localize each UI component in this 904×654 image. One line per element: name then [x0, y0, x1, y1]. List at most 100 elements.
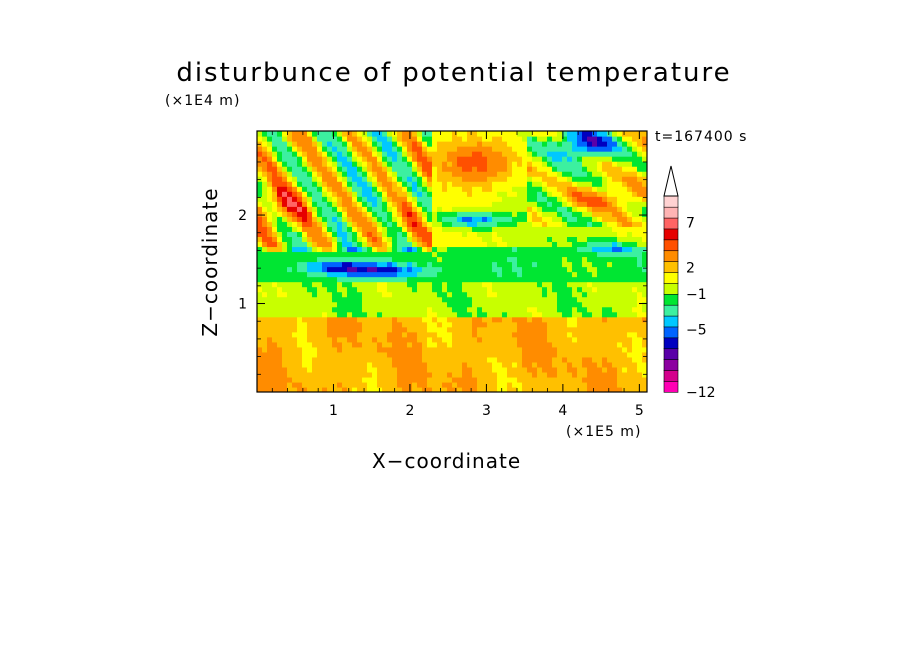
contour-cell: [642, 146, 647, 152]
contour-cell: [572, 341, 578, 348]
contour-cell: [482, 306, 488, 313]
contour-cell: [502, 151, 508, 157]
contour-cell: [387, 331, 393, 338]
contour-cell: [602, 236, 608, 243]
contour-cell: [347, 316, 353, 323]
contour-cell: [342, 156, 348, 162]
contour-cell: [457, 296, 463, 303]
contour-cell: [442, 196, 448, 202]
contour-cell: [292, 366, 298, 373]
contour-cell: [447, 221, 453, 227]
contour-cell: [562, 146, 568, 152]
contour-cell: [487, 356, 493, 363]
contour-cell: [407, 306, 413, 313]
contour-cell: [292, 331, 298, 338]
contour-cell: [582, 351, 588, 358]
contour-cell: [297, 346, 303, 353]
contour-cell: [437, 246, 443, 253]
contour-cell: [472, 216, 478, 222]
contour-cell: [577, 271, 583, 278]
contour-cell: [337, 141, 343, 147]
contour-cell: [487, 161, 493, 167]
x-tick-label: 5: [635, 403, 644, 419]
contour-cell: [437, 376, 443, 383]
contour-cell: [447, 336, 453, 343]
contour-cell: [552, 351, 558, 358]
contour-cell: [432, 151, 438, 157]
contour-cell: [382, 311, 388, 318]
contour-cell: [267, 331, 273, 338]
contour-cell: [562, 171, 568, 177]
contour-cell: [427, 351, 433, 358]
contour-cell: [507, 211, 513, 217]
contour-cell: [547, 216, 553, 222]
contour-cell: [572, 301, 578, 308]
contour-cell: [467, 191, 473, 197]
contour-cell: [327, 376, 333, 383]
contour-cell: [512, 251, 518, 258]
contour-cell: [642, 171, 647, 177]
contour-cell: [627, 341, 633, 348]
contour-cell: [417, 301, 423, 308]
contour-cell: [537, 131, 543, 137]
contour-cell: [392, 171, 398, 177]
contour-cell: [492, 326, 498, 333]
contour-cell: [572, 296, 578, 303]
contour-cell: [282, 136, 288, 142]
contour-cell: [427, 276, 433, 283]
contour-cell: [577, 181, 583, 187]
contour-cell: [297, 376, 303, 383]
contour-cell: [347, 196, 353, 202]
contour-cell: [457, 146, 463, 152]
contour-cell: [612, 346, 618, 353]
contour-cell: [282, 166, 288, 172]
contour-cell: [482, 171, 488, 177]
contour-cell: [382, 361, 388, 368]
contour-cell: [257, 356, 263, 363]
contour-cell: [347, 356, 353, 363]
contour-cell: [512, 381, 518, 388]
contour-cell: [462, 191, 468, 197]
contour-cell: [627, 316, 633, 323]
contour-cell: [497, 286, 503, 293]
contour-cell: [402, 256, 408, 263]
contour-cell: [477, 206, 483, 212]
contour-cell: [532, 231, 538, 237]
contour-cell: [347, 161, 353, 167]
contour-cell: [372, 341, 378, 348]
contour-cell: [557, 266, 563, 273]
contour-cell: [462, 301, 468, 308]
contour-cell: [387, 141, 393, 147]
contour-cell: [602, 346, 608, 353]
contour-cell: [467, 236, 473, 243]
contour-cell: [317, 371, 323, 378]
contour-cell: [292, 146, 298, 152]
contour-cell: [537, 251, 543, 258]
contour-cell: [467, 211, 473, 217]
contour-cell: [307, 191, 313, 197]
contour-cell: [567, 226, 573, 232]
contour-cell: [342, 276, 348, 283]
contour-cell: [427, 211, 433, 217]
contour-cell: [312, 146, 318, 152]
contour-cell: [347, 336, 353, 343]
contour-cell: [642, 186, 647, 192]
contour-cell: [462, 361, 468, 368]
contour-cell: [337, 271, 343, 278]
contour-cell: [462, 136, 468, 142]
contour-cell: [632, 136, 638, 142]
contour-cell: [267, 151, 273, 157]
contour-cell: [567, 286, 573, 293]
contour-cell: [482, 221, 488, 227]
contour-cell: [297, 201, 303, 207]
contour-cell: [487, 141, 493, 147]
contour-cell: [297, 271, 303, 278]
contour-cell: [567, 336, 573, 343]
contour-cell: [467, 251, 473, 258]
contour-cell: [522, 331, 528, 338]
contour-cell: [607, 301, 613, 308]
contour-cell: [462, 226, 468, 232]
contour-cell: [542, 286, 548, 293]
contour-cell: [582, 286, 588, 293]
contour-cell: [442, 291, 448, 298]
